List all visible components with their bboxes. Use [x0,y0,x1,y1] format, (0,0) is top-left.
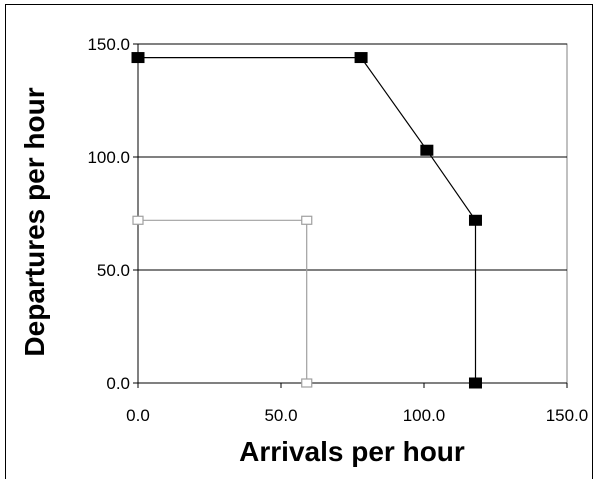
data-point [468,377,482,389]
data-point [468,214,482,226]
data-point [132,215,144,225]
chart-border [5,4,593,479]
x-tick-label: 0.0 [126,406,150,425]
data-point [354,52,368,64]
x-tick-label: 100.0 [403,406,446,425]
y-axis-title: Departures per hour [19,87,50,356]
x-tick-label: 150.0 [546,406,589,425]
series-1 [131,52,482,389]
data-point [131,52,145,64]
y-tick-label: 150.0 [87,35,130,54]
x-axis-title: Arrivals per hour [239,436,465,467]
x-tick-label: 50.0 [264,406,297,425]
x-axis-ticks: 0.0 50.0 100.0 150.0 [126,383,588,425]
y-tick-label: 50.0 [97,261,130,280]
y-axis-ticks: 0.0 50.0 100.0 150.0 [87,35,138,393]
data-point [301,215,313,225]
plot-area: 0.0 50.0 100.0 150.0 0.0 50.0 100.0 150.0 [87,35,588,425]
y-tick-label: 0.0 [106,374,130,393]
y-tick-label: 100.0 [87,148,130,167]
data-point [301,378,313,388]
series-2 [132,215,313,388]
series-layer [131,52,482,389]
data-point [420,144,434,156]
gridlines [138,43,567,271]
plot-frame [137,43,568,384]
